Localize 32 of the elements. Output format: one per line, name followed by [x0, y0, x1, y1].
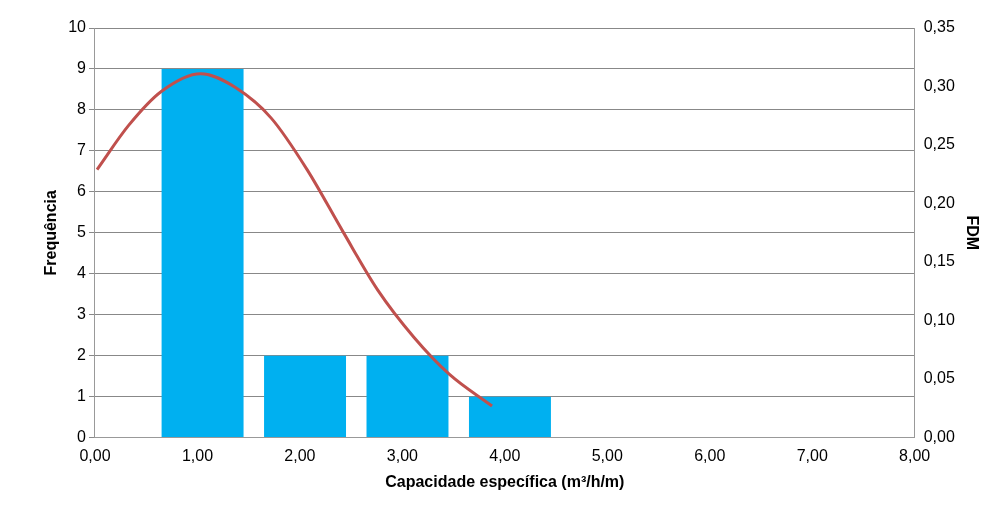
y-tick-label: 8: [77, 100, 87, 118]
y-tick-label: 0: [77, 428, 87, 446]
y-tick-label: 1: [77, 387, 87, 405]
x-tick-label: 6,00: [694, 446, 726, 464]
x-tick-label: 2,00: [284, 446, 316, 464]
x-tick-label: 8,00: [899, 446, 931, 464]
y2-tick-label: 0,00: [923, 428, 955, 446]
y2-tick-label: 0,10: [923, 310, 955, 328]
y-tick-label: 3: [77, 305, 87, 323]
y-tick-label: 7: [77, 141, 87, 159]
y-tick-label: 4: [77, 264, 87, 282]
y2-tick-label: 0,15: [923, 252, 955, 270]
y-tick-label: 6: [77, 182, 87, 200]
y2-tick-label: 0,25: [923, 135, 955, 153]
x-tick-label: 4,00: [489, 446, 521, 464]
x-tick-label: 3,00: [386, 446, 419, 464]
y2-axis-title: FDM: [963, 215, 981, 251]
y-tick-label: 2: [77, 346, 87, 364]
y2-tick-label: 0,30: [923, 76, 955, 94]
y-tick-label: 10: [68, 18, 87, 36]
y2-tick-label: 0,35: [923, 18, 955, 36]
y-axis-title: Frequência: [42, 190, 60, 276]
x-axis-title: Capacidade específica (m³/h/m): [385, 472, 625, 490]
x-tick-label: 7,00: [796, 446, 828, 464]
y-tick-label: 9: [77, 59, 87, 77]
x-tick-label: 1,00: [181, 446, 214, 464]
x-tick-label: 5,00: [591, 446, 623, 464]
x-tick-label: 0,00: [79, 446, 111, 464]
y2-tick-label: 0,20: [923, 193, 955, 211]
line-series: [95, 72, 494, 408]
y2-tick-label: 0,05: [923, 369, 955, 387]
y-tick-label: 5: [77, 223, 87, 241]
